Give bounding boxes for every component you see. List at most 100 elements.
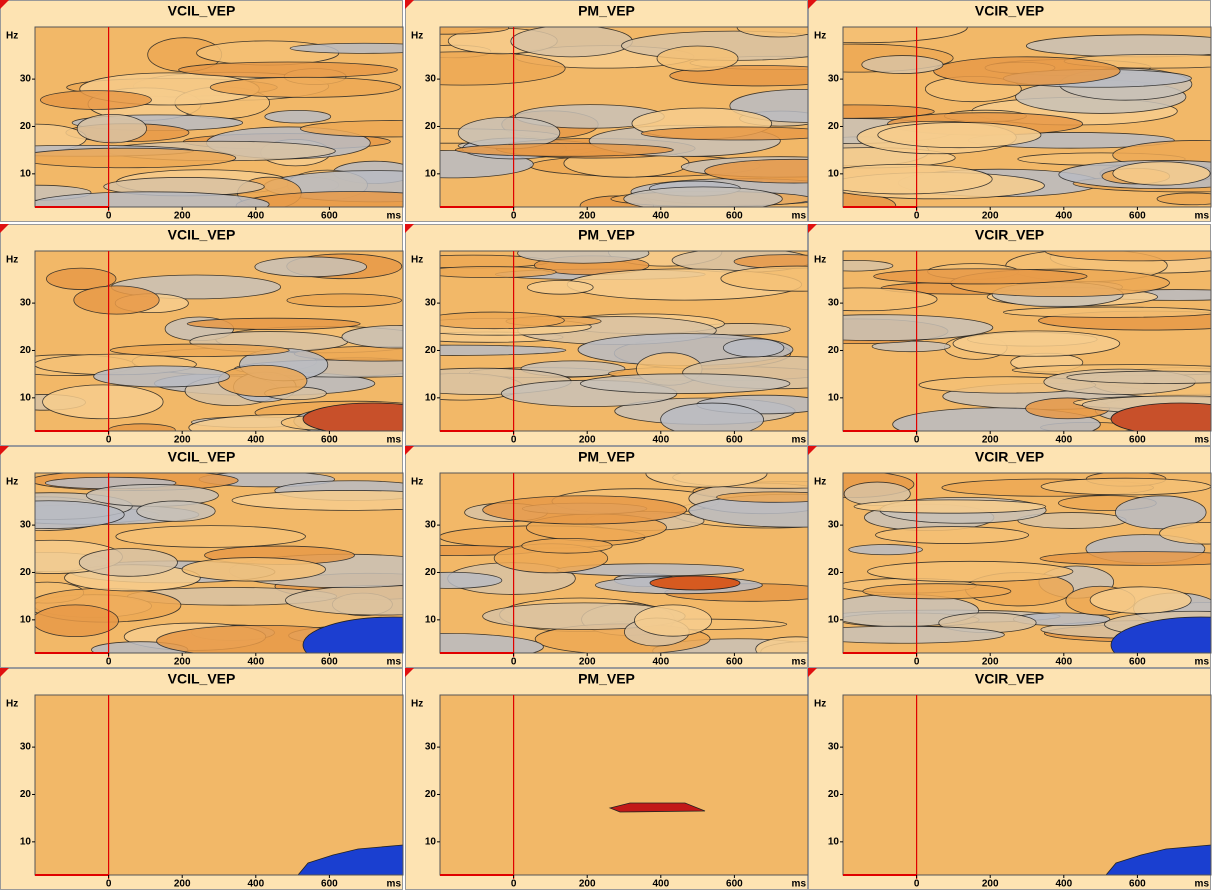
panel-title: PM_VEP xyxy=(578,227,635,243)
x-tick-label: 0 xyxy=(914,657,920,668)
y-axis-label: Hz xyxy=(814,255,826,266)
chart-panel: PM_VEP0200400600102030Hzms xyxy=(339,224,874,446)
y-tick-label: 20 xyxy=(828,789,840,800)
contour-region xyxy=(255,257,367,277)
x-axis-label: ms xyxy=(792,879,807,890)
x-tick-label: 200 xyxy=(982,657,999,668)
contour-region xyxy=(867,561,1072,582)
contour-region xyxy=(1041,478,1211,495)
y-tick-label: 10 xyxy=(425,168,437,179)
chart-panel: VCIR_VEP0200400600102030Hzms xyxy=(749,0,1212,222)
x-tick-label: 0 xyxy=(511,435,517,446)
x-tick-label: 600 xyxy=(726,435,743,446)
x-axis-label: ms xyxy=(1195,657,1210,668)
contour-region xyxy=(634,605,711,636)
contour-field xyxy=(784,471,1212,673)
x-tick-label: 0 xyxy=(106,879,112,890)
contour-region xyxy=(854,500,1046,513)
x-tick-label: 400 xyxy=(1055,879,1072,890)
y-tick-label: 30 xyxy=(425,520,437,531)
x-tick-label: 400 xyxy=(1055,211,1072,222)
panel-title: PM_VEP xyxy=(578,3,635,19)
y-tick-label: 10 xyxy=(20,392,32,403)
x-tick-label: 200 xyxy=(579,435,596,446)
y-tick-label: 20 xyxy=(828,567,840,578)
y-axis-label: Hz xyxy=(814,31,826,42)
contour-region xyxy=(287,294,402,307)
x-tick-label: 0 xyxy=(914,435,920,446)
contour-region xyxy=(423,267,556,278)
y-tick-label: 30 xyxy=(20,298,32,309)
x-tick-label: 200 xyxy=(982,879,999,890)
contour-region xyxy=(862,56,943,74)
x-tick-label: 600 xyxy=(1129,435,1146,446)
x-tick-label: 200 xyxy=(174,211,191,222)
panel-title: VCIL_VEP xyxy=(168,227,236,243)
x-axis-label: ms xyxy=(387,657,402,668)
contour-region xyxy=(77,114,146,142)
x-tick-label: 600 xyxy=(726,657,743,668)
contour-region xyxy=(1090,587,1191,614)
panel-title: VCIR_VEP xyxy=(975,449,1044,465)
x-tick-label: 400 xyxy=(652,879,669,890)
contour-region xyxy=(137,501,216,521)
y-axis-label: Hz xyxy=(411,255,423,266)
x-tick-label: 0 xyxy=(106,211,112,222)
y-tick-label: 20 xyxy=(20,567,32,578)
y-axis-label: Hz xyxy=(6,31,18,42)
x-tick-label: 400 xyxy=(1055,657,1072,668)
x-tick-label: 200 xyxy=(579,211,596,222)
contour-region xyxy=(934,57,1121,86)
y-tick-label: 10 xyxy=(828,836,840,847)
contour-region xyxy=(876,527,1029,544)
plot-background xyxy=(843,695,1211,875)
y-tick-label: 20 xyxy=(20,345,32,356)
y-tick-label: 30 xyxy=(425,742,437,753)
contour-region xyxy=(723,339,784,357)
plot-background xyxy=(35,695,403,875)
x-tick-label: 400 xyxy=(1055,435,1072,446)
contour-field xyxy=(35,695,403,875)
x-axis-label: ms xyxy=(1195,879,1210,890)
y-axis-label: Hz xyxy=(411,31,423,42)
x-tick-label: 200 xyxy=(982,211,999,222)
chart-panel: PM_VEP0200400600102030Hzms xyxy=(328,0,883,222)
panel-grid: VCIL_VEP0200400600102030HzmsPM_VEP020040… xyxy=(0,0,1212,891)
contour-field xyxy=(843,695,1211,875)
contour-region xyxy=(874,269,1087,284)
x-tick-label: 200 xyxy=(579,879,596,890)
x-tick-label: 600 xyxy=(1129,879,1146,890)
contour-region xyxy=(657,46,738,71)
y-tick-label: 20 xyxy=(425,567,437,578)
y-tick-label: 30 xyxy=(828,742,840,753)
x-tick-label: 400 xyxy=(247,657,264,668)
x-tick-label: 0 xyxy=(511,211,517,222)
y-tick-label: 10 xyxy=(828,392,840,403)
y-axis-label: Hz xyxy=(6,477,18,488)
y-tick-label: 10 xyxy=(20,836,32,847)
contour-region xyxy=(580,374,790,394)
y-tick-label: 20 xyxy=(425,345,437,356)
x-tick-label: 400 xyxy=(652,657,669,668)
y-tick-label: 10 xyxy=(425,836,437,847)
x-axis-label: ms xyxy=(1195,435,1210,446)
y-tick-label: 30 xyxy=(20,74,32,85)
y-tick-label: 30 xyxy=(425,298,437,309)
x-tick-label: 600 xyxy=(726,211,743,222)
x-axis-label: ms xyxy=(792,435,807,446)
contour-region xyxy=(79,548,177,576)
x-tick-label: 0 xyxy=(511,657,517,668)
y-tick-label: 10 xyxy=(425,392,437,403)
y-axis-label: Hz xyxy=(411,477,423,488)
contour-region xyxy=(43,385,164,419)
y-tick-label: 20 xyxy=(425,121,437,132)
y-axis-label: Hz xyxy=(411,699,423,710)
panel-title: VCIR_VEP xyxy=(975,3,1044,19)
y-tick-label: 30 xyxy=(425,74,437,85)
x-tick-label: 600 xyxy=(321,211,338,222)
contour-region xyxy=(1113,162,1210,185)
panel-title: VCIR_VEP xyxy=(975,671,1044,687)
x-tick-label: 400 xyxy=(247,211,264,222)
